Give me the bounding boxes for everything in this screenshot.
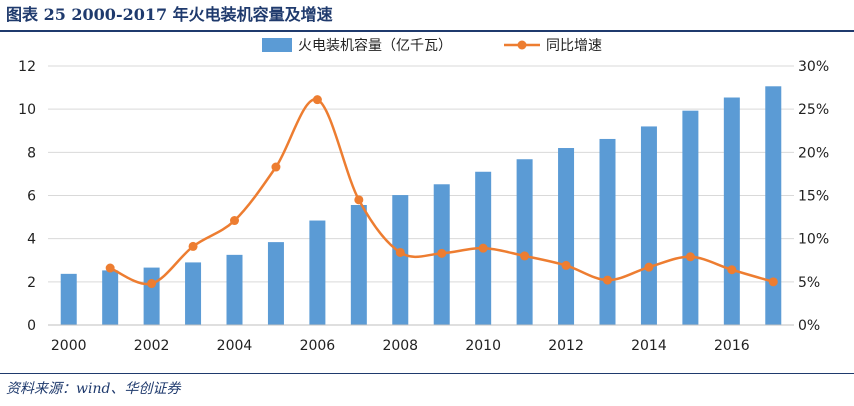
legend-label-bar: 火电装机容量（亿千瓦） <box>298 37 452 54</box>
y-left-tick-label: 10 <box>18 102 36 118</box>
growth-point <box>147 279 157 289</box>
bar <box>640 126 657 325</box>
growth-point <box>188 241 198 251</box>
growth-point <box>437 248 447 258</box>
gridlines <box>48 65 794 283</box>
y-left-tick-label: 6 <box>27 189 36 205</box>
x-tick-label: 2016 <box>714 338 750 354</box>
combo-chart: 0 2 4 6 8 10 12 0% 5% 10% 15% 20% 25% 30% 2000 2002 2004… <box>18 37 829 354</box>
y-left-tick-label: 4 <box>27 232 36 248</box>
growth-point <box>354 195 364 205</box>
figure-title: 图表 25 2000-2017 年火电装机容量及增速 <box>6 5 333 24</box>
bar <box>309 220 326 325</box>
y-right-tick-label: 30% <box>798 59 829 75</box>
growth-line <box>109 98 774 286</box>
y-right-tick-label: 25% <box>798 102 829 118</box>
bar <box>267 242 284 325</box>
y-left-tick-label: 12 <box>18 59 36 75</box>
bar <box>599 138 616 325</box>
growth-point <box>685 252 695 262</box>
title-rule <box>0 30 854 32</box>
bar <box>60 273 77 325</box>
x-tick-label: 2008 <box>382 338 418 354</box>
y-right-tick-label: 15% <box>798 189 829 205</box>
bar <box>185 262 202 325</box>
y-right-tick-label: 5% <box>798 275 820 291</box>
x-tick-label: 2000 <box>51 338 87 354</box>
growth-point <box>603 275 612 285</box>
bar <box>392 195 409 325</box>
legend-swatch-marker <box>517 40 527 50</box>
bar <box>558 148 575 325</box>
y-left-tick-label: 8 <box>27 145 36 161</box>
bar <box>682 110 699 326</box>
growth-point <box>478 243 488 253</box>
legend-swatch-bar <box>262 38 292 52</box>
bar <box>102 270 119 325</box>
y-left-tick-label: 2 <box>27 275 36 291</box>
x-tick-label: 2004 <box>217 338 253 354</box>
growth-point <box>230 216 239 226</box>
y-right-tick-label: 10% <box>798 232 829 248</box>
x-tick-label: 2014 <box>631 338 667 354</box>
bar <box>516 159 533 325</box>
growth-point <box>561 260 571 270</box>
line-series <box>105 95 778 289</box>
growth-point <box>727 265 737 275</box>
y-left-tick-label: 0 <box>27 318 36 334</box>
growth-point <box>395 247 405 257</box>
bar <box>226 254 243 325</box>
growth-point <box>644 262 654 272</box>
footer-rule <box>0 373 854 374</box>
x-tick-label: 2006 <box>300 338 336 354</box>
source-note: 资料来源：wind、华创证券 <box>6 381 181 397</box>
bar-series <box>60 86 782 326</box>
growth-point <box>271 162 281 172</box>
bar <box>723 97 740 326</box>
legend-label-line: 同比增速 <box>546 38 602 54</box>
x-tick-label: 2002 <box>134 338 170 354</box>
growth-point <box>312 95 322 105</box>
bar <box>143 267 160 325</box>
bar <box>765 86 782 325</box>
x-tick-label: 2010 <box>465 338 501 354</box>
legend: 火电装机容量（亿千瓦） 同比增速 <box>262 37 602 54</box>
growth-point <box>105 263 115 273</box>
growth-point <box>520 251 530 261</box>
y-right-tick-label: 20% <box>798 145 829 161</box>
y-right-tick-label: 0% <box>798 318 820 334</box>
growth-point <box>768 277 778 287</box>
axes: 0 2 4 6 8 10 12 0% 5% 10% 15% 20% 25% 30% 2000 2002 2004… <box>18 59 829 354</box>
x-tick-label: 2012 <box>548 338 584 354</box>
bar <box>350 204 367 325</box>
